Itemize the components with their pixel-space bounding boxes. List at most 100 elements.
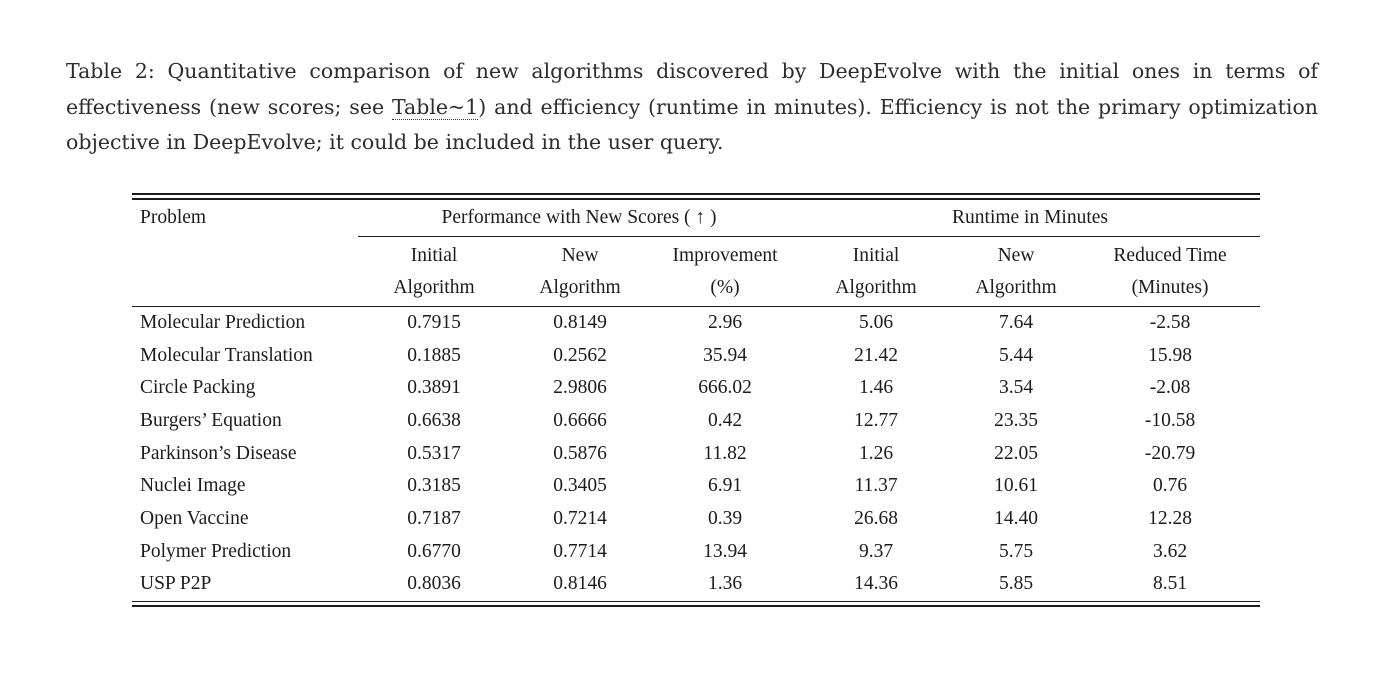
cell-value: 666.02 (698, 377, 752, 399)
cell-problem: Molecular Prediction (140, 312, 306, 334)
sub-header-row: Initial Algorithm New Algorithm Improvem… (132, 236, 1261, 307)
sub-header-spacer (132, 236, 358, 307)
cell-value: 0.8146 (553, 573, 607, 595)
cell-problem: Parkinson’s Disease (140, 442, 297, 464)
cell-value: 6.91 (707, 475, 743, 497)
cell-value: 0.39 (707, 507, 743, 529)
cell-value: 23.35 (994, 409, 1038, 431)
col-header-line: Initial (410, 244, 458, 266)
cell-value: -10.58 (1144, 409, 1196, 431)
cell-value: 0.7915 (407, 312, 461, 334)
cell-value: 0.6638 (407, 409, 461, 431)
results-table: Problem Performance with New Scores ( ↑ … (132, 199, 1261, 601)
cell-value: 1.26 (858, 442, 894, 464)
cell-value: -2.58 (1149, 312, 1191, 334)
col-header-perf-initial-algorithm: Initial Algorithm (358, 236, 510, 307)
table-1-link[interactable]: Table~1 (391, 94, 479, 120)
col-header-line: Improvement (672, 244, 778, 266)
cell-value: 2.9806 (553, 377, 607, 399)
col-header-line: New (561, 244, 599, 266)
table-row: Molecular Prediction 0.7915 0.8149 2.96 5.06… (132, 307, 1260, 340)
cell-problem: Circle Packing (140, 377, 256, 399)
table-row: Molecular Translation 0.1885 0.2562 35.94 21… (132, 339, 1260, 372)
col-header-line: New (997, 244, 1035, 266)
cell-value: 0.5876 (553, 442, 607, 464)
cell-value: 1.46 (858, 377, 894, 399)
col-header-line: Algorithm (835, 276, 917, 298)
col-header-perf-new-algorithm: New Algorithm (510, 236, 650, 307)
cell-value: 3.62 (1152, 540, 1188, 562)
group-header-performance: Performance with New Scores ( ↑ ) (358, 199, 801, 237)
cell-problem: Molecular Translation (140, 344, 313, 366)
cell-value: 0.76 (1152, 475, 1188, 497)
table-row: Circle Packing 0.3891 2.9806 666.02 1.46 3.54… (132, 372, 1260, 405)
col-header-line: (%) (710, 276, 740, 298)
cell-problem: Open Vaccine (140, 507, 249, 529)
col-header-runtime-new-algorithm: New Algorithm (952, 236, 1081, 307)
table-row: USP P2P 0.8036 0.8146 1.36 14.36 5.85 8.51 (132, 568, 1260, 601)
cell-value: 0.5317 (407, 442, 461, 464)
results-table-block: Problem Performance with New Scores ( ↑ … (132, 193, 1261, 608)
cell-value: 0.8149 (553, 312, 607, 334)
cell-value: 0.3405 (553, 475, 607, 497)
table-row: Parkinson’s Disease 0.5317 0.5876 11.82 1.26… (132, 437, 1260, 470)
cell-value: 0.7714 (553, 540, 607, 562)
top-double-rule (132, 193, 1260, 200)
cell-value: 2.96 (707, 312, 743, 334)
cell-value: 0.2562 (553, 344, 607, 366)
table-caption: Table 2: Quantitative comparison of new … (66, 54, 1318, 161)
cell-value: 5.85 (998, 573, 1034, 595)
cell-problem: USP P2P (140, 573, 212, 595)
group-header-row: Problem Performance with New Scores ( ↑ … (132, 199, 1261, 237)
cell-value: 15.98 (1148, 344, 1192, 366)
cell-value: -2.08 (1149, 377, 1191, 399)
cell-value: 0.6666 (553, 409, 607, 431)
cell-value: 11.82 (703, 442, 747, 464)
bottom-double-rule (132, 600, 1260, 608)
cell-value: 0.3891 (407, 377, 461, 399)
cell-value: 12.77 (854, 409, 898, 431)
col-header-reduced-time: Reduced Time (Minutes) (1080, 236, 1261, 307)
cell-value: 5.44 (998, 344, 1034, 366)
cell-value: 0.3185 (407, 475, 461, 497)
col-header-problem: Problem (140, 207, 207, 228)
cell-value: 14.40 (994, 507, 1038, 529)
col-header-line: Initial (852, 244, 900, 266)
cell-problem: Polymer Prediction (140, 540, 292, 562)
col-header-line: Algorithm (539, 276, 621, 298)
cell-value: 12.28 (1148, 507, 1192, 529)
table-row: Nuclei Image 0.3185 0.3405 6.91 11.37 10.61 0.… (132, 470, 1260, 503)
cell-value: 7.64 (998, 312, 1034, 334)
cell-value: 26.68 (854, 507, 898, 529)
cell-value: 3.54 (998, 377, 1034, 399)
cell-value: 0.8036 (407, 573, 461, 595)
cell-value: 1.36 (707, 573, 743, 595)
caption-text-prefix: Table 2: Quantitative comparison of new … (66, 59, 1318, 119)
table-row: Open Vaccine 0.7187 0.7214 0.39 26.68 14.40 12… (132, 503, 1260, 536)
group-header-runtime: Runtime in Minutes (800, 199, 1261, 237)
cell-value: 5.06 (858, 312, 894, 334)
cell-value: -20.79 (1144, 442, 1196, 464)
cell-value: 8.51 (1152, 573, 1188, 595)
cell-value: 5.75 (998, 540, 1034, 562)
cell-value: 9.37 (858, 540, 894, 562)
cell-value: 0.42 (707, 409, 743, 431)
cell-value: 13.94 (703, 540, 747, 562)
col-header-line: (Minutes) (1131, 276, 1209, 298)
cell-value: 22.05 (994, 442, 1038, 464)
col-header-improvement: Improvement (%) (650, 236, 801, 307)
cell-value: 14.36 (854, 573, 898, 595)
cell-value: 0.1885 (407, 344, 461, 366)
cell-value: 0.7214 (553, 507, 607, 529)
col-header-line: Algorithm (975, 276, 1057, 298)
table-body: Molecular Prediction 0.7915 0.8149 2.96 5.06… (132, 307, 1260, 601)
cell-value: 0.6770 (407, 540, 461, 562)
col-header-line: Reduced Time (1113, 244, 1227, 266)
cell-value: 11.37 (854, 475, 898, 497)
cell-value: 10.61 (994, 475, 1038, 497)
col-header-line: Algorithm (393, 276, 475, 298)
cell-problem: Nuclei Image (140, 475, 246, 497)
cell-value: 0.7187 (407, 507, 461, 529)
cell-value: 35.94 (703, 344, 747, 366)
table-row: Burgers’ Equation 0.6638 0.6666 0.42 12.77 23… (132, 405, 1260, 438)
